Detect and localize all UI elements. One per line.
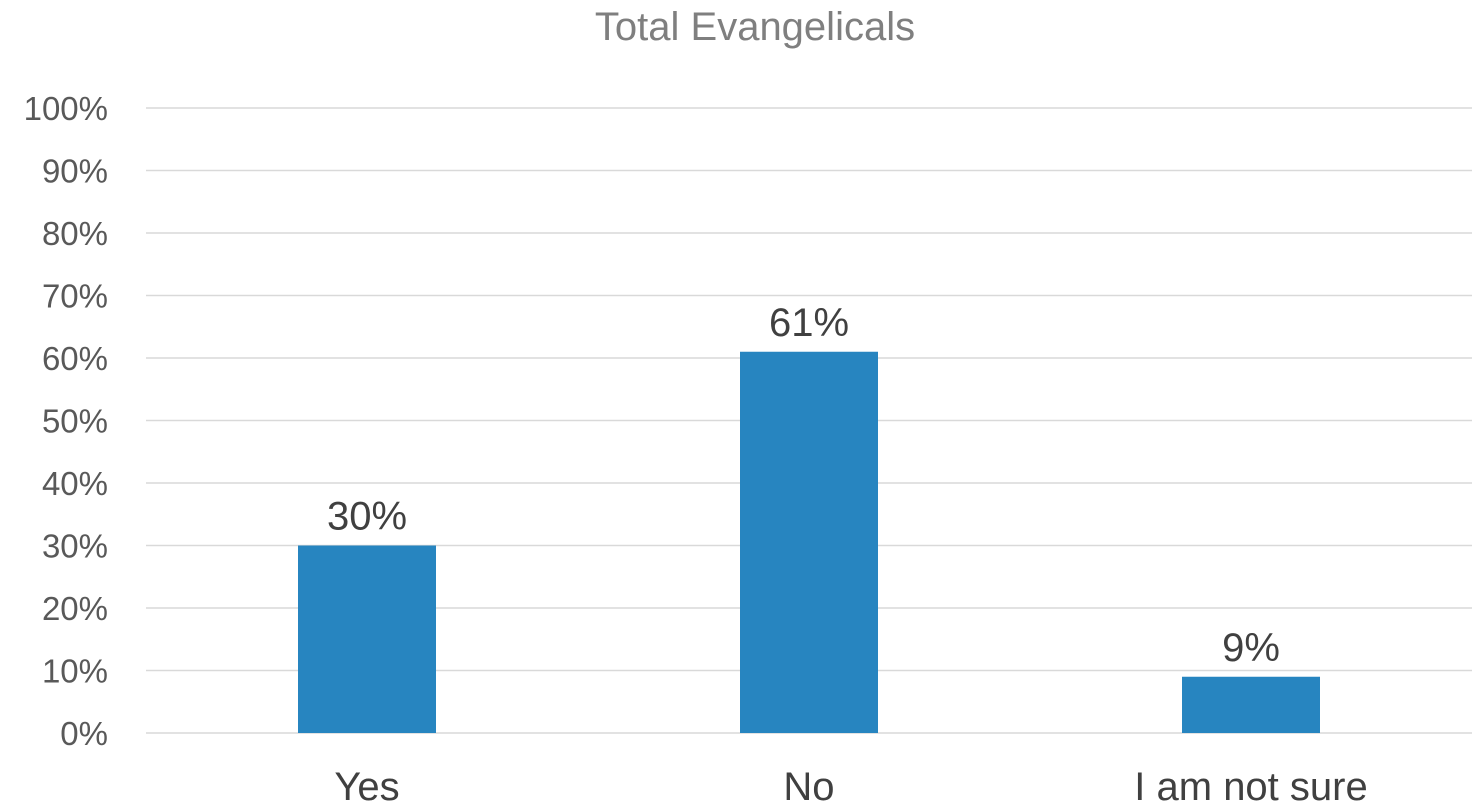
data-label: 30%	[327, 495, 407, 539]
bar	[1182, 676, 1320, 733]
chart-title: Total Evangelicals	[595, 5, 915, 49]
y-tick-label: 90%	[42, 153, 108, 190]
bar	[298, 545, 436, 733]
data-label: 9%	[1222, 626, 1280, 670]
y-tick-label: 80%	[42, 215, 108, 252]
y-tick-label: 10%	[42, 653, 108, 690]
y-tick-label: 0%	[60, 715, 108, 752]
y-tick-label: 40%	[42, 465, 108, 502]
y-tick-label: 100%	[24, 90, 108, 127]
y-tick-label: 30%	[42, 528, 108, 565]
x-axis-categories: Yes No I am not sure	[334, 765, 1367, 809]
y-tick-label: 70%	[42, 278, 108, 315]
category-label: No	[783, 765, 834, 809]
bars	[298, 351, 1320, 733]
data-label: 61%	[769, 301, 849, 345]
y-axis-ticks: 0% 10% 20% 30% 40% 50% 60% 70% 80% 90% 100%	[24, 90, 108, 752]
y-tick-label: 60%	[42, 340, 108, 377]
data-labels: 30% 61% 9%	[327, 301, 1280, 670]
category-label: Yes	[334, 765, 399, 809]
y-tick-label: 50%	[42, 403, 108, 440]
y-tick-label: 20%	[42, 590, 108, 627]
category-label: I am not sure	[1134, 765, 1367, 809]
bar	[740, 351, 878, 733]
